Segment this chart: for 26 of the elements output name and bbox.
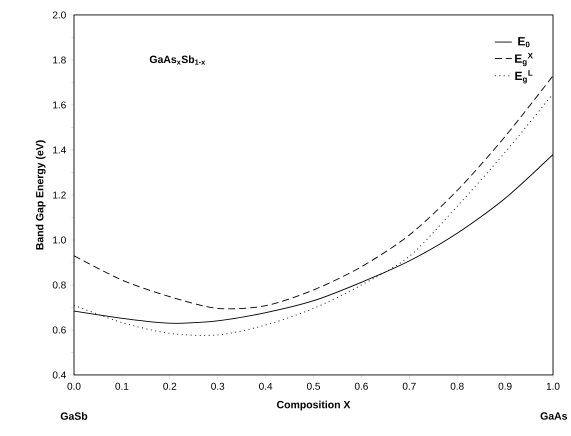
y-tick-label: 1.4 [53,146,66,154]
y-tick-label: 0.8 [52,281,66,289]
x-tick-label: 0.0 [67,382,81,390]
y-axis-title: Band Gap Energy (eV) [36,140,46,250]
y-tick-label: 0.6 [52,326,66,334]
text: GaAs [540,412,568,420]
legend-label: E$_{0}$ [518,37,530,48]
y-tick-label: 1.0 [53,236,66,244]
y-tick-label: 1.8 [53,56,66,64]
y-tick-label: 1.6 [53,101,66,109]
y-tick-label: 1.2 [53,192,66,198]
x-tick-label: 1.0 [546,382,560,390]
x-axis-title: Composition X [277,400,350,410]
y-tick-label: 2.0 [52,11,66,19]
x-tick-label: 0.7 [402,382,416,390]
annotation: GaAs$_{x}$Sb$_{1-x}$ [150,55,206,65]
x-tick-label: 0.1 [115,382,128,390]
x-tick-label: 0.2 [163,382,176,390]
x-tick-label: 0.4 [259,382,272,390]
text: GaSb [60,412,88,420]
x-tick-label: 0.6 [354,382,368,390]
x-tick-label: 0.3 [211,382,224,390]
x-tick-label: 0.9 [498,382,512,390]
x-tick-label: 0.8 [450,382,464,390]
y-tick-label: 0.4 [52,371,66,379]
x-tick-label: 0.5 [306,382,320,390]
